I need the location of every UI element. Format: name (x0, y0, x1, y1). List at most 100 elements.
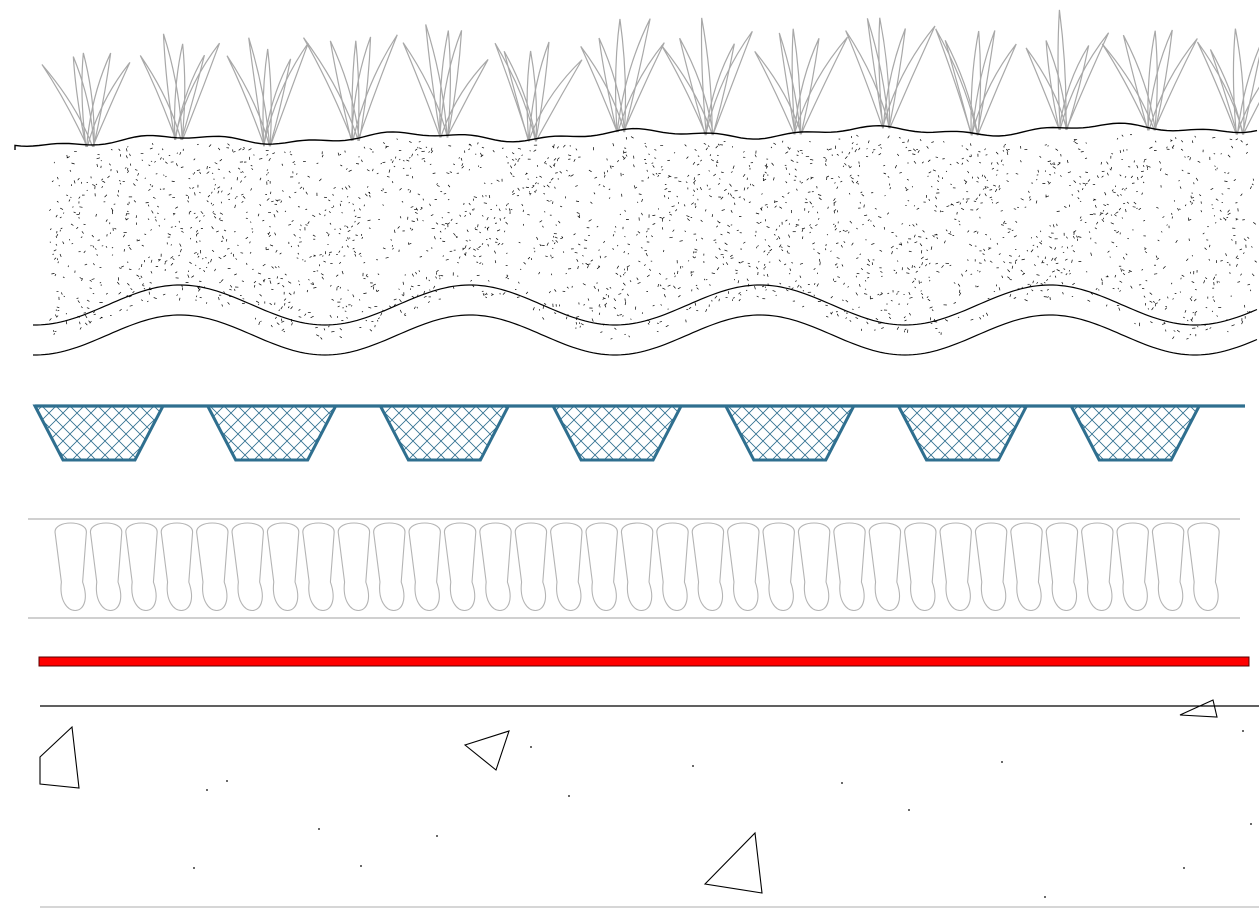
soil-particle (1251, 246, 1253, 248)
soil-particle (62, 276, 65, 279)
soil-particle (1227, 209, 1230, 213)
soil-particle (791, 262, 794, 264)
soil-particle (241, 193, 244, 196)
soil-particle (95, 213, 97, 217)
soil-particle (482, 195, 484, 198)
soil-particle (118, 148, 121, 152)
soil-particle (604, 174, 606, 178)
soil-particle (1061, 246, 1063, 248)
soil-particle (170, 256, 174, 259)
soil-particle (834, 264, 837, 266)
grass-blade (1232, 28, 1245, 135)
soil-particle (190, 226, 193, 229)
soil-particle (893, 269, 896, 272)
soil-particle (761, 193, 763, 195)
soil-particle (634, 186, 638, 189)
soil-particle (1180, 148, 1184, 151)
soil-particle (340, 164, 343, 167)
aggregate-dot (1044, 896, 1046, 898)
soil-particle (290, 245, 293, 248)
grass-blade (248, 37, 271, 147)
soil-particle (133, 183, 136, 186)
soil-particle (294, 163, 296, 166)
soil-particle (469, 212, 472, 215)
soil-particle (577, 266, 579, 270)
soil-particle (908, 291, 911, 295)
soil-particle (358, 197, 361, 200)
soil-particle (151, 143, 154, 145)
soil-particle (212, 204, 215, 206)
soil-particle (973, 230, 977, 233)
soil-particle (501, 242, 504, 245)
soil-particle (978, 151, 981, 153)
soil-particle (778, 244, 782, 248)
soil-particle (1209, 327, 1212, 329)
soil-particle (257, 272, 262, 275)
soil-particle (486, 217, 489, 221)
soil-particle (179, 243, 182, 247)
aggregate-dot (1001, 761, 1003, 763)
soil-particle (906, 267, 910, 271)
soil-particle (849, 220, 853, 224)
soil-particle (1053, 162, 1055, 164)
soil-particle (141, 283, 144, 286)
soil-particle (211, 172, 214, 175)
grass-blade (778, 32, 801, 135)
soil-particle (436, 270, 439, 273)
soil-particle (164, 262, 166, 265)
soil-particle (107, 175, 110, 179)
soil-particle (348, 185, 351, 188)
soil-particle (860, 268, 864, 271)
soil-particle (1056, 269, 1060, 272)
soil-particle (837, 276, 840, 278)
soil-particle (346, 245, 349, 248)
soil-particle (341, 187, 344, 190)
soil-particle (1179, 186, 1182, 189)
soil-particle (907, 139, 909, 143)
soil-particle (1245, 151, 1248, 154)
soil-particle (492, 149, 495, 153)
soil-particle (192, 173, 194, 175)
soil-particle (1054, 275, 1057, 278)
soil-particle (493, 217, 496, 219)
grass-blade (617, 42, 665, 133)
soil-particle (912, 280, 915, 284)
soil-particle (502, 292, 506, 295)
soil-particle (788, 173, 791, 175)
drainage-cup (1068, 404, 1202, 462)
soil-particle (549, 181, 552, 183)
soil-particle (998, 187, 1001, 191)
drainage-cup (723, 404, 857, 462)
soil-particle (979, 270, 981, 273)
grass-blade (878, 17, 891, 129)
soil-particle (538, 309, 541, 311)
soil-particle (887, 212, 890, 215)
soil-particle (458, 157, 460, 159)
soil-particle (817, 252, 821, 255)
soil-particle (1021, 258, 1025, 261)
soil-particle (872, 224, 875, 228)
soil-particle (958, 292, 962, 296)
soil-particle (948, 232, 952, 235)
soil-particle (152, 196, 156, 199)
soil-particle (1186, 258, 1189, 262)
soil-particle (658, 272, 662, 275)
soil-particle (196, 143, 199, 146)
soil-particle (982, 314, 985, 317)
soil-particle (163, 174, 165, 176)
soil-particle (906, 303, 909, 305)
soil-particle (915, 270, 918, 273)
soil-particle (442, 255, 444, 257)
soil-particle (765, 163, 768, 167)
soil-particle (1204, 277, 1208, 280)
soil-particle (84, 322, 88, 326)
soil-particle (89, 320, 92, 324)
soil-particle (287, 306, 290, 309)
soil-particle (465, 240, 468, 242)
soil-particle (696, 163, 700, 166)
soil-particle (449, 171, 453, 173)
soil-particle (365, 273, 368, 277)
soil-particle (1007, 269, 1011, 273)
soil-particle (1125, 253, 1128, 256)
